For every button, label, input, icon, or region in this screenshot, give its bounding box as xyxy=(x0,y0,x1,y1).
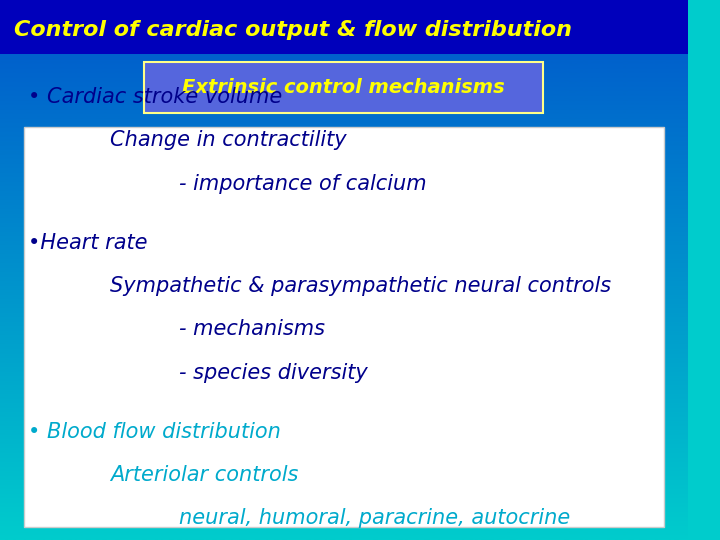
Text: neural, humoral, paracrine, autocrine: neural, humoral, paracrine, autocrine xyxy=(179,508,570,529)
FancyBboxPatch shape xyxy=(145,62,543,113)
FancyBboxPatch shape xyxy=(0,0,688,54)
Text: Extrinsic control mechanisms: Extrinsic control mechanisms xyxy=(182,78,505,97)
Text: •Heart rate: •Heart rate xyxy=(27,233,147,253)
Text: Change in contractility: Change in contractility xyxy=(110,130,346,151)
Text: • Blood flow distribution: • Blood flow distribution xyxy=(27,422,280,442)
Text: Sympathetic & parasympathetic neural controls: Sympathetic & parasympathetic neural con… xyxy=(110,276,611,296)
Text: • Cardiac stroke volume: • Cardiac stroke volume xyxy=(27,87,282,107)
Text: - importance of calcium: - importance of calcium xyxy=(179,173,426,194)
Text: - mechanisms: - mechanisms xyxy=(179,319,325,340)
Text: Arteriolar controls: Arteriolar controls xyxy=(110,465,298,485)
Text: Control of cardiac output & flow distribution: Control of cardiac output & flow distrib… xyxy=(14,19,572,40)
Text: - species diversity: - species diversity xyxy=(179,362,367,383)
FancyBboxPatch shape xyxy=(24,127,664,526)
